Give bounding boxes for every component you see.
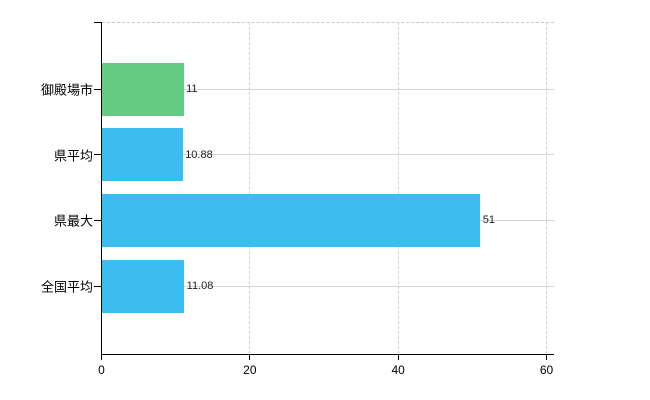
x-axis-tick: [101, 354, 102, 360]
bar: [102, 259, 185, 313]
y-axis-tick: [93, 154, 102, 156]
bar-value-label: 51: [482, 214, 495, 227]
bar-value-label: 10.88: [185, 148, 213, 161]
category-label: 御殿場市: [40, 82, 93, 98]
x-axis-tick-label: 40: [391, 362, 405, 377]
plot-area-top-border: [101, 22, 554, 23]
bar: [102, 128, 183, 182]
gridline-vertical: [249, 22, 251, 354]
y-axis-tick: [93, 285, 102, 287]
x-axis-tick: [397, 354, 399, 360]
x-axis: [100, 353, 554, 355]
bar-value-label: 11: [186, 83, 198, 95]
gridline-vertical: [397, 22, 399, 354]
bar: [102, 62, 184, 116]
category-label: 県最大: [53, 213, 93, 229]
x-axis-tick: [546, 354, 547, 360]
x-axis-tick-label: 0: [98, 362, 105, 377]
x-axis-tick: [249, 354, 251, 360]
y-axis-tick: [93, 88, 102, 90]
gridline-horizontal: [101, 154, 554, 156]
bar: [102, 193, 481, 247]
x-axis-tick-label: 20: [243, 362, 257, 377]
bar-value-label: 11.08: [186, 280, 214, 292]
y-axis-tick: [93, 219, 102, 221]
category-label: 全国平均: [40, 279, 93, 295]
category-label: 県平均: [53, 148, 93, 164]
gridline-horizontal: [101, 285, 554, 287]
y-axis: [100, 22, 102, 355]
x-axis-tick-label: 60: [539, 362, 554, 377]
gridline-vertical: [546, 22, 547, 354]
gridline-horizontal: [101, 88, 554, 90]
y-axis-top-tick: [93, 22, 102, 23]
